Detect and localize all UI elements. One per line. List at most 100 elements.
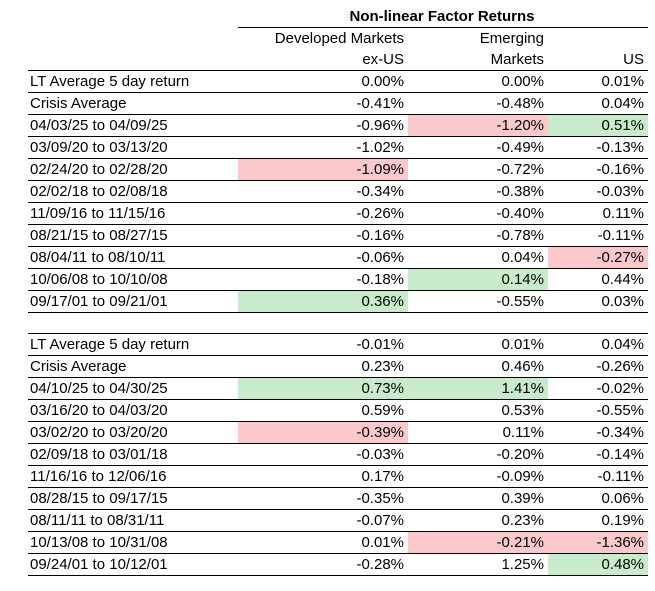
row-label: 11/09/16 to 11/15/16	[28, 202, 238, 225]
dm-value-cell: 0.59%	[238, 399, 408, 422]
dm-value-cell: 0.23%	[238, 355, 408, 378]
table-row: 04/03/25 to 04/09/25 -0.96% -1.20% 0.51%	[28, 114, 649, 137]
table-row: 03/16/20 to 04/03/20 0.59% 0.53% -0.55%	[28, 399, 649, 422]
row-label: 04/03/25 to 04/09/25	[28, 114, 238, 137]
table-row: 09/24/01 to 10/12/01 -0.28% 1.25% 0.48%	[28, 553, 649, 576]
em-value-cell: -0.55%	[408, 290, 548, 313]
dm-value-cell: 0.00%	[238, 70, 408, 93]
column-header-dm-line1: Developed Markets	[274, 30, 404, 47]
row-label: 08/28/15 to 09/17/15	[28, 487, 238, 510]
em-value-cell: 0.14%	[408, 268, 548, 291]
em-value-cell: -0.09%	[408, 465, 548, 488]
table-row: 08/28/15 to 09/17/15 -0.35% 0.39% 0.06%	[28, 487, 649, 510]
us-value-cell: 0.48%	[548, 553, 649, 576]
table-row: 11/09/16 to 11/15/16 -0.26% -0.40% 0.11%	[28, 202, 649, 225]
us-value-cell: -0.03%	[548, 180, 649, 203]
row-label: 10/13/08 to 10/31/08	[28, 531, 238, 554]
row-label: 10/06/08 to 10/10/08	[28, 268, 238, 291]
factor-returns-table: Non-linear Factor Returns Developed Mark…	[28, 6, 649, 576]
dm-value-cell: -1.09%	[238, 158, 408, 181]
column-header-em-line1: Emerging	[479, 30, 544, 47]
dm-value-cell: -0.03%	[238, 443, 408, 466]
dm-value-cell: -0.18%	[238, 268, 408, 291]
row-label: 09/17/01 to 09/21/01	[28, 290, 238, 313]
row-label: Crisis Average	[28, 92, 238, 115]
column-header-em-line2: Markets	[490, 51, 544, 68]
em-value-cell: -0.21%	[408, 531, 548, 554]
dm-value-cell: -0.06%	[238, 246, 408, 269]
table-row: Crisis Average -0.41% -0.48% 0.04%	[28, 92, 649, 115]
dm-value-cell: -0.34%	[238, 180, 408, 203]
dm-value-cell: -1.02%	[238, 136, 408, 159]
em-value-cell: 1.41%	[408, 377, 548, 400]
dm-value-cell: -0.28%	[238, 553, 408, 576]
row-label: 02/09/18 to 03/01/18	[28, 443, 238, 466]
us-value-cell: 0.06%	[548, 487, 649, 510]
table-row: 02/24/20 to 02/28/20 -1.09% -0.72% -0.16%	[28, 158, 649, 181]
table-row: 10/06/08 to 10/10/08 -0.18% 0.14% 0.44%	[28, 268, 649, 291]
em-value-cell: -0.40%	[408, 202, 548, 225]
us-value-cell: 0.19%	[548, 509, 649, 532]
dm-value-cell: -0.16%	[238, 224, 408, 247]
em-value-cell: 0.04%	[408, 246, 548, 269]
table-row: Crisis Average 0.23% 0.46% -0.26%	[28, 355, 649, 378]
us-value-cell: 0.51%	[548, 114, 649, 137]
row-label: 11/16/16 to 12/06/16	[28, 465, 238, 488]
table-row: 10/13/08 to 10/31/08 0.01% -0.21% -1.36%	[28, 531, 649, 554]
column-header-us-line1	[548, 28, 648, 50]
dm-value-cell: 0.73%	[238, 377, 408, 400]
table-row: LT Average 5 day return 0.00% 0.00% 0.01%	[28, 70, 649, 93]
em-value-cell: -0.72%	[408, 158, 548, 181]
dm-value-cell: -0.96%	[238, 114, 408, 137]
em-value-cell: 0.53%	[408, 399, 548, 422]
us-value-cell: -0.11%	[548, 224, 649, 247]
table-row: 03/09/20 to 03/13/20 -1.02% -0.49% -0.13%	[28, 136, 649, 159]
us-value-cell: -0.27%	[548, 246, 649, 269]
row-label: 08/21/15 to 08/27/15	[28, 224, 238, 247]
us-value-cell: -0.13%	[548, 136, 649, 159]
table-row: 08/21/15 to 08/27/15 -0.16% -0.78% -0.11%	[28, 224, 649, 247]
em-value-cell: -0.20%	[408, 443, 548, 466]
row-label: 03/02/20 to 03/20/20	[28, 421, 238, 444]
us-value-cell: 0.44%	[548, 268, 649, 291]
dm-value-cell: -0.35%	[238, 487, 408, 510]
us-value-cell: -0.11%	[548, 465, 649, 488]
em-value-cell: 0.39%	[408, 487, 548, 510]
em-value-cell: 0.23%	[408, 509, 548, 532]
row-label: LT Average 5 day return	[28, 70, 238, 93]
table-row: 08/04/11 to 08/10/11 -0.06% 0.04% -0.27%	[28, 246, 649, 269]
us-value-cell: -0.16%	[548, 158, 649, 181]
row-label: Crisis Average	[28, 355, 238, 378]
dm-value-cell: -0.41%	[238, 92, 408, 115]
us-value-cell: 0.01%	[548, 70, 649, 93]
row-label: LT Average 5 day return	[28, 333, 238, 356]
us-value-cell: -0.34%	[548, 421, 649, 444]
row-label: 02/02/18 to 02/08/18	[28, 180, 238, 203]
em-value-cell: -0.49%	[408, 136, 548, 159]
us-value-cell: -0.14%	[548, 443, 649, 466]
em-value-cell: 0.46%	[408, 355, 548, 378]
table-row: LT Average 5 day return -0.01% 0.01% 0.04%	[28, 333, 649, 356]
dm-value-cell: 0.01%	[238, 531, 408, 554]
title-row: Non-linear Factor Returns	[28, 6, 649, 28]
section-spacer	[28, 313, 648, 334]
row-label: 09/24/01 to 10/12/01	[28, 553, 238, 576]
em-value-cell: -0.78%	[408, 224, 548, 247]
dm-value-cell: -0.26%	[238, 202, 408, 225]
table-row: 04/10/25 to 04/30/25 0.73% 1.41% -0.02%	[28, 377, 649, 400]
us-value-cell: -0.55%	[548, 399, 649, 422]
dm-value-cell: -0.01%	[238, 333, 408, 356]
table-row: 02/09/18 to 03/01/18 -0.03% -0.20% -0.14%	[28, 443, 649, 466]
row-label: 03/16/20 to 04/03/20	[28, 399, 238, 422]
em-value-cell: 0.01%	[408, 333, 548, 356]
em-value-cell: -1.20%	[408, 114, 548, 137]
us-value-cell: -1.36%	[548, 531, 649, 554]
column-header-row-1: Developed Markets Emerging	[28, 28, 648, 50]
em-value-cell: 1.25%	[408, 553, 548, 576]
dm-value-cell: -0.07%	[238, 509, 408, 532]
table-body: LT Average 5 day return 0.00% 0.00% 0.01% Cr…	[28, 70, 649, 576]
us-value-cell: -0.02%	[548, 377, 649, 400]
em-value-cell: 0.11%	[408, 421, 548, 444]
dm-value-cell: 0.36%	[238, 290, 408, 313]
